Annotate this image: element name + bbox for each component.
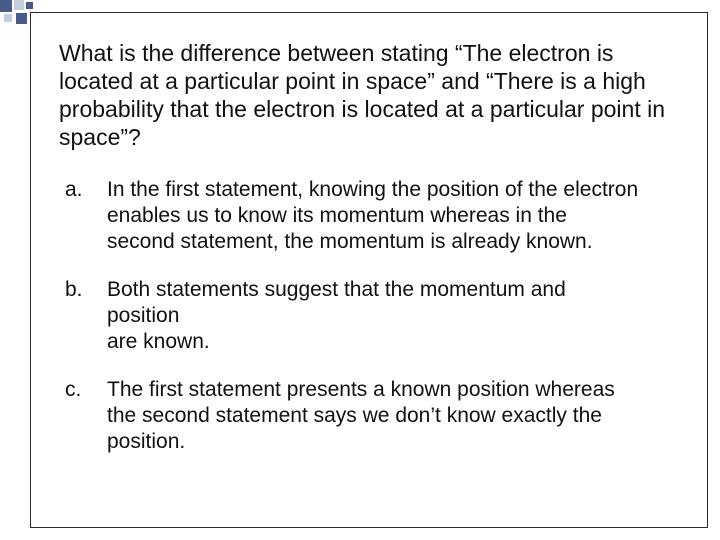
option-letter: a. bbox=[59, 177, 107, 203]
deco-square bbox=[16, 13, 27, 24]
options-list: a.In the first statement, knowing the po… bbox=[59, 177, 679, 455]
deco-square bbox=[0, 0, 12, 12]
option-text: Both statements suggest that the momentu… bbox=[107, 277, 679, 355]
option-item: a.In the first statement, knowing the po… bbox=[59, 177, 679, 255]
option-item: b.Both statements suggest that the momen… bbox=[59, 277, 679, 355]
question-text: What is the difference between stating “… bbox=[59, 39, 679, 151]
option-text: The first statement presents a known pos… bbox=[107, 377, 679, 455]
option-item: c.The first statement presents a known p… bbox=[59, 377, 679, 455]
option-letter: b. bbox=[59, 277, 107, 303]
slide-frame: What is the difference between stating “… bbox=[30, 12, 708, 528]
deco-square bbox=[14, 0, 24, 10]
deco-square bbox=[4, 14, 12, 22]
deco-square bbox=[26, 2, 33, 9]
option-text: In the first statement, knowing the posi… bbox=[107, 177, 679, 255]
option-letter: c. bbox=[59, 377, 107, 403]
